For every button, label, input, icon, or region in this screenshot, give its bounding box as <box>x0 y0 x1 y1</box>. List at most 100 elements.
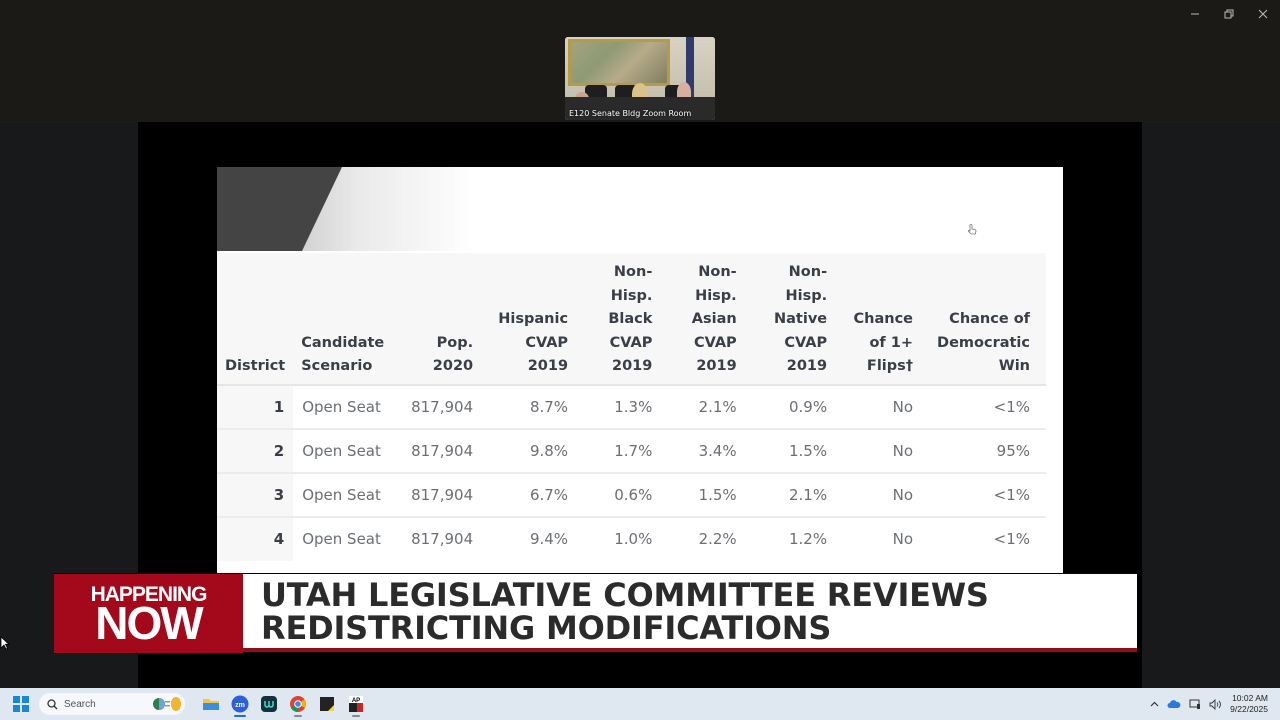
cell-district: 1 <box>217 384 294 430</box>
cell-dem-win: <1% <box>929 384 1046 430</box>
cell-district: 2 <box>217 428 294 474</box>
cell-native: 1.5% <box>752 428 844 474</box>
table-header-row: District Candidate Scenario Pop. 2020 Hi… <box>217 253 1046 386</box>
cell-native: 2.1% <box>752 472 844 518</box>
header-line: Black <box>608 311 653 327</box>
start-button[interactable] <box>13 696 29 712</box>
cell-asian: 2.1% <box>668 384 753 430</box>
onedrive-button[interactable] <box>1167 699 1181 709</box>
ap-app-icon: AP <box>349 696 363 712</box>
restore-button[interactable] <box>1212 0 1246 28</box>
cell-black: 1.0% <box>614 530 653 548</box>
windows-taskbar: Search zm AP <box>0 688 1280 720</box>
header-candidate-scenario: Candidate Scenario <box>293 253 404 386</box>
tag-line-happening: HAPPENING <box>90 583 208 606</box>
taskbar-app-chrome[interactable] <box>284 690 312 718</box>
cell-hispanic: 6.7% <box>489 472 585 518</box>
share-margin-right <box>1142 122 1280 688</box>
cell-flips: No <box>892 530 914 548</box>
happening-now-tag: HAPPENING NOW <box>54 574 243 653</box>
cell-hispanic: 9.4% <box>529 530 569 548</box>
taskbar-app-file-explorer[interactable] <box>197 690 225 718</box>
header-line: Win <box>998 358 1030 374</box>
header-line: Flips† <box>866 358 914 374</box>
mouse-pointer-icon <box>0 636 10 650</box>
header-line: Non- <box>698 264 737 280</box>
header-chance-flips: Chance of 1+ Flips† <box>843 253 930 386</box>
header-line: Asian <box>691 311 737 327</box>
taskbar-app-sticky-notes[interactable] <box>313 690 341 718</box>
header-line: CVAP <box>784 334 828 351</box>
restore-icon <box>1224 9 1234 19</box>
minimize-button[interactable] <box>1178 0 1212 28</box>
header-line: Pop. <box>436 334 474 351</box>
headline-box: UTAH LEGISLATIVE COMMITTEE REVIEWS REDIS… <box>243 574 1137 649</box>
headline-text: UTAH LEGISLATIVE COMMITTEE REVIEWS REDIS… <box>261 579 989 645</box>
network-button[interactable] <box>1189 699 1201 710</box>
header-line: Candidate <box>301 334 385 351</box>
table-row: 1 Open Seat 817,904 8.7% 1.3% 2.1% 0.9% … <box>217 384 1046 430</box>
windows-logo-icon <box>13 705 20 712</box>
header-asian-cvap: Non- Hisp. Asian CVAP 2019 <box>668 253 753 386</box>
header-line: Democratic <box>937 334 1030 351</box>
windows-logo-icon <box>13 696 20 703</box>
header-line: 2020 <box>432 358 474 374</box>
news-lower-third: HAPPENING NOW UTAH LEGISLATIVE COMMITTEE… <box>54 573 1137 654</box>
clock-time: 10:02 AM <box>1232 693 1268 703</box>
show-hidden-icons-button[interactable] <box>1150 701 1159 707</box>
taskbar-app-ap[interactable]: AP <box>342 690 370 718</box>
video-flag <box>686 37 694 97</box>
volume-button[interactable] <box>1209 698 1222 710</box>
cell-flips: No <box>843 428 930 474</box>
cell-flips: No <box>843 472 930 518</box>
folder-icon <box>203 699 219 710</box>
header-line: CVAP <box>525 334 569 351</box>
active-indicator <box>234 715 246 717</box>
district-table-container: District Candidate Scenario Pop. 2020 Hi… <box>217 253 1046 561</box>
cell-dem-win: <1% <box>993 530 1030 548</box>
header-line: Non- <box>788 264 828 280</box>
header-black-cvap: Non- Hisp. Black CVAP 2019 <box>584 253 669 386</box>
header-line: District <box>225 358 286 374</box>
cell-hispanic: 9.8% <box>489 428 585 474</box>
headline-line-2: REDISTRICTING MODIFICATIONS <box>261 609 832 647</box>
cell-flips: No <box>843 384 930 430</box>
header-line: Hisp. <box>610 287 653 304</box>
cell-black: 1.3% <box>584 384 669 430</box>
cell-scenario: Open Seat <box>302 530 381 548</box>
headline-line-1: UTAH LEGISLATIVE COMMITTEE REVIEWS <box>261 576 989 614</box>
search-placeholder: Search <box>64 698 96 710</box>
network-icon <box>1189 699 1201 709</box>
chrome-icon <box>290 696 307 713</box>
header-line: CVAP <box>609 334 653 351</box>
cell-scenario: Open Seat <box>293 428 404 474</box>
table-row: 3 Open Seat 817,904 6.7% 0.6% 1.5% 2.1% … <box>217 472 1046 518</box>
header-chance-dem-win: Chance of Democratic Win <box>929 253 1046 386</box>
headline-underline <box>243 648 1137 652</box>
close-button[interactable] <box>1246 0 1280 28</box>
teams-icon <box>261 696 277 712</box>
header-line: Scenario <box>301 358 373 374</box>
cell-dem-win: 95% <box>929 428 1046 474</box>
header-line: Chance <box>853 311 914 327</box>
running-indicator <box>294 715 302 717</box>
zoom-icon: zm <box>231 695 249 713</box>
participant-video-thumbnail[interactable]: E120 Senate Bldg Zoom Room <box>565 37 715 120</box>
table-row: 2 Open Seat 817,904 9.8% 1.7% 3.4% 1.5% … <box>217 428 1046 474</box>
running-indicator <box>352 715 360 717</box>
header-line: Native <box>774 311 828 327</box>
search-icon <box>47 698 58 709</box>
cell-pop: 817,904 <box>403 472 490 518</box>
taskbar-app-teams[interactable] <box>255 690 283 718</box>
taskbar-app-zoom[interactable]: zm <box>226 690 254 718</box>
header-line: 2019 <box>527 358 569 374</box>
taskbar-search-box[interactable]: Search <box>39 693 185 715</box>
close-icon <box>1258 9 1268 19</box>
windows-logo-icon <box>22 705 29 712</box>
cell-scenario: Open Seat <box>293 384 404 430</box>
search-highlight-icon <box>153 697 181 711</box>
participant-name-label: E120 Senate Bldg Zoom Room <box>569 109 692 118</box>
clock-button[interactable]: 10:02 AM 9/22/2025 <box>1230 693 1268 715</box>
video-painting <box>568 39 670 86</box>
cell-scenario: Open Seat <box>293 472 404 518</box>
